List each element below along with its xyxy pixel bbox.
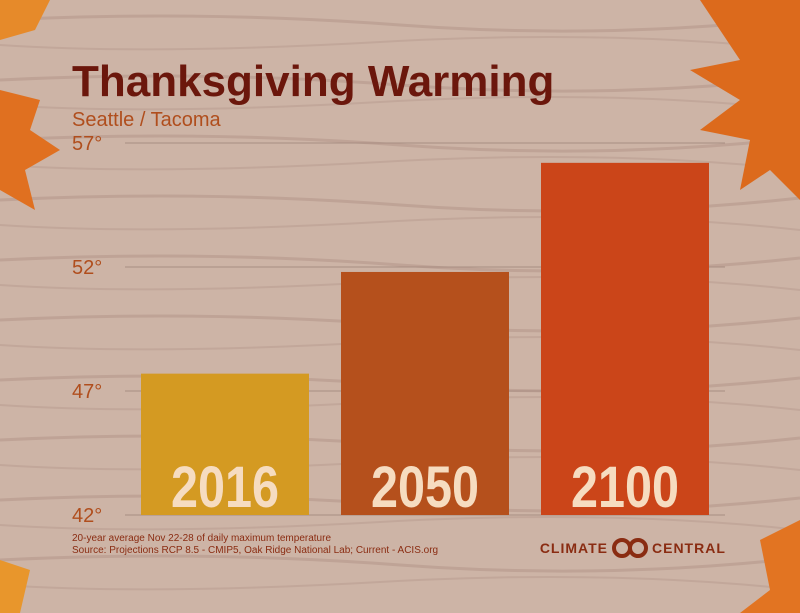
- y-tick-label: 57°: [72, 133, 102, 155]
- bar: [141, 373, 309, 515]
- note: Source: Projections RCP 8.5 - CMIP5, Oak…: [72, 545, 438, 556]
- bar: [541, 162, 709, 515]
- y-tick-label: 47°: [72, 381, 102, 403]
- logo-text: CENTRAL: [652, 540, 726, 556]
- chart-title: Thanksgiving Warming: [72, 57, 554, 106]
- logo-text: CLIMATE: [540, 540, 608, 556]
- note: 20-year average Nov 22-28 of daily maxim…: [72, 533, 331, 544]
- bar: [341, 271, 509, 515]
- y-tick-label: 42°: [72, 505, 102, 527]
- x-tick-label: 2016: [171, 455, 279, 520]
- x-tick-label: 2100: [571, 455, 679, 520]
- chart-subtitle: Seattle / Tacoma: [72, 109, 221, 131]
- y-tick-label: 52°: [72, 257, 102, 279]
- logo: CLIMATE CENTRAL: [540, 538, 726, 558]
- x-tick-label: 2050: [371, 455, 479, 520]
